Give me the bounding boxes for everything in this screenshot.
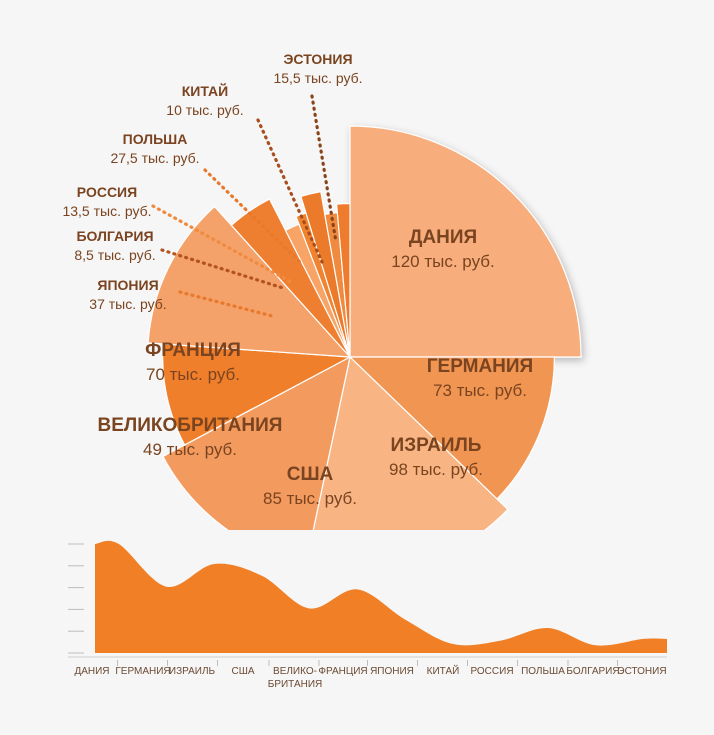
slice-value-label: 13,5 тыс. руб. [62, 203, 151, 219]
slice-value-label: 98 тыс. руб. [389, 460, 483, 479]
x-tick-label-kitay: КИТАЙ [427, 664, 460, 677]
slice-value-label: 49 тыс. руб. [143, 440, 237, 459]
pie-slice-estoniya [335, 202, 351, 358]
pie-slice-ssha [162, 355, 351, 530]
slice-name-label: США [287, 464, 334, 485]
x-tick-label-rossiya: РОССИЯ [470, 666, 513, 677]
pie-slice-polsha [300, 190, 351, 358]
area-axis [68, 543, 667, 658]
slice-value-label: 73 тыс. руб. [433, 381, 527, 400]
label-rossiya: РОССИЯ 13,5 тыс. руб. [62, 184, 151, 219]
x-tick-label-izrail: ИЗРАИЛЬ [169, 666, 216, 677]
leader-line-polsha [203, 168, 304, 266]
slice-value-label: 70 тыс. руб. [146, 365, 240, 384]
slice-name-label: РОССИЯ [77, 184, 137, 200]
slice-name-label: ГЕРМАНИЯ [427, 356, 533, 377]
pie-chart: ДАНИЯ 120 тыс. руб. ГЕРМАНИЯ 73 тыс. руб. ИЗ… [62, 51, 582, 530]
slice-name-label: БОЛГАРИЯ [76, 228, 153, 244]
x-tick-label-bolgariya: БОЛГАРИЯ [566, 666, 619, 677]
pie-slice-frantsiya [147, 205, 352, 358]
area-fill [95, 540, 667, 653]
slice-name-label: ДАНИЯ [409, 227, 477, 248]
x-tick-label-germaniya: ГЕРМАНИЯ [115, 666, 170, 677]
slice-name-label: ПОЛЬША [123, 131, 188, 147]
pie-slices [147, 125, 582, 530]
area-body [95, 540, 667, 653]
slice-name-label: ЯПОНИЯ [97, 277, 158, 293]
leader-line-rossiya [151, 204, 293, 284]
slice-value-label: 10 тыс. руб. [166, 102, 243, 118]
slice-name-label: КИТАЙ [182, 82, 228, 99]
leader-line-kitay [256, 118, 324, 264]
label-polsha: ПОЛЬША 27,5 тыс. руб. [110, 131, 199, 166]
slice-value-label: 37 тыс. руб. [89, 296, 166, 312]
pie-slice-germaniya [348, 356, 556, 500]
pie-slice-velikobritaniya [162, 343, 353, 446]
slice-name-label: ФРАНЦИЯ [145, 340, 241, 361]
pie-labels: ДАНИЯ 120 тыс. руб. ГЕРМАНИЯ 73 тыс. руб. ИЗ… [62, 51, 533, 508]
x-tick-label-frantsiya: ФРАНЦИЯ [318, 666, 367, 677]
slice-name-label: ИЗРАИЛЬ [391, 435, 482, 456]
pie-slice-daniya [349, 125, 582, 358]
label-estoniya: ЭСТОНИЯ 15,5 тыс. руб. [273, 51, 362, 86]
leader-line-bolgariya [160, 248, 285, 290]
x-tick-label-veliko-britaniya: ВЕЛИКО-БРИТАНИЯ [268, 666, 323, 690]
slice-name-label: ЭСТОНИЯ [283, 51, 352, 67]
label-daniya: ДАНИЯ 120 тыс. руб. [391, 227, 494, 271]
label-ssha: США 85 тыс. руб. [263, 464, 357, 508]
label-izrail: ИЗРАИЛЬ 98 тыс. руб. [389, 435, 483, 479]
label-frantsiya: ФРАНЦИЯ 70 тыс. руб. [145, 340, 241, 384]
slice-value-label: 85 тыс. руб. [263, 489, 357, 508]
label-yaponiya: ЯПОНИЯ 37 тыс. руб. [89, 277, 166, 312]
leader-line-yaponiya [178, 290, 274, 318]
slice-name-label: ВЕЛИКОБРИТАНИЯ [98, 415, 283, 436]
x-tick-label-estoniya: ЭСТОНИЯ [617, 666, 666, 677]
x-tick-label-polsha: ПОЛЬША [521, 666, 565, 677]
leader-line-estoniya [310, 94, 338, 244]
pie-slice-yaponiya [230, 198, 351, 358]
slice-value-label: 120 тыс. руб. [391, 252, 494, 271]
label-germaniya: ГЕРМАНИЯ 73 тыс. руб. [427, 356, 533, 400]
slice-value-label: 27,5 тыс. руб. [110, 150, 199, 166]
slice-value-label: 15,5 тыс. руб. [273, 70, 362, 86]
slice-value-label: 8,5 тыс. руб. [74, 247, 155, 263]
label-velikobritaniya: ВЕЛИКОБРИТАНИЯ 49 тыс. руб. [98, 415, 283, 459]
pie-slice-izrail [312, 355, 509, 530]
pie-leader-lines [151, 94, 338, 318]
x-tick-label-yaponiya: ЯПОНИЯ [370, 666, 414, 677]
x-tick-label-daniya: ДАНИЯ [74, 666, 109, 677]
x-tick-label-ssha: США [231, 666, 254, 677]
label-bolgariya: БОЛГАРИЯ 8,5 тыс. руб. [74, 228, 155, 263]
label-kitay: КИТАЙ 10 тыс. руб. [166, 82, 243, 118]
